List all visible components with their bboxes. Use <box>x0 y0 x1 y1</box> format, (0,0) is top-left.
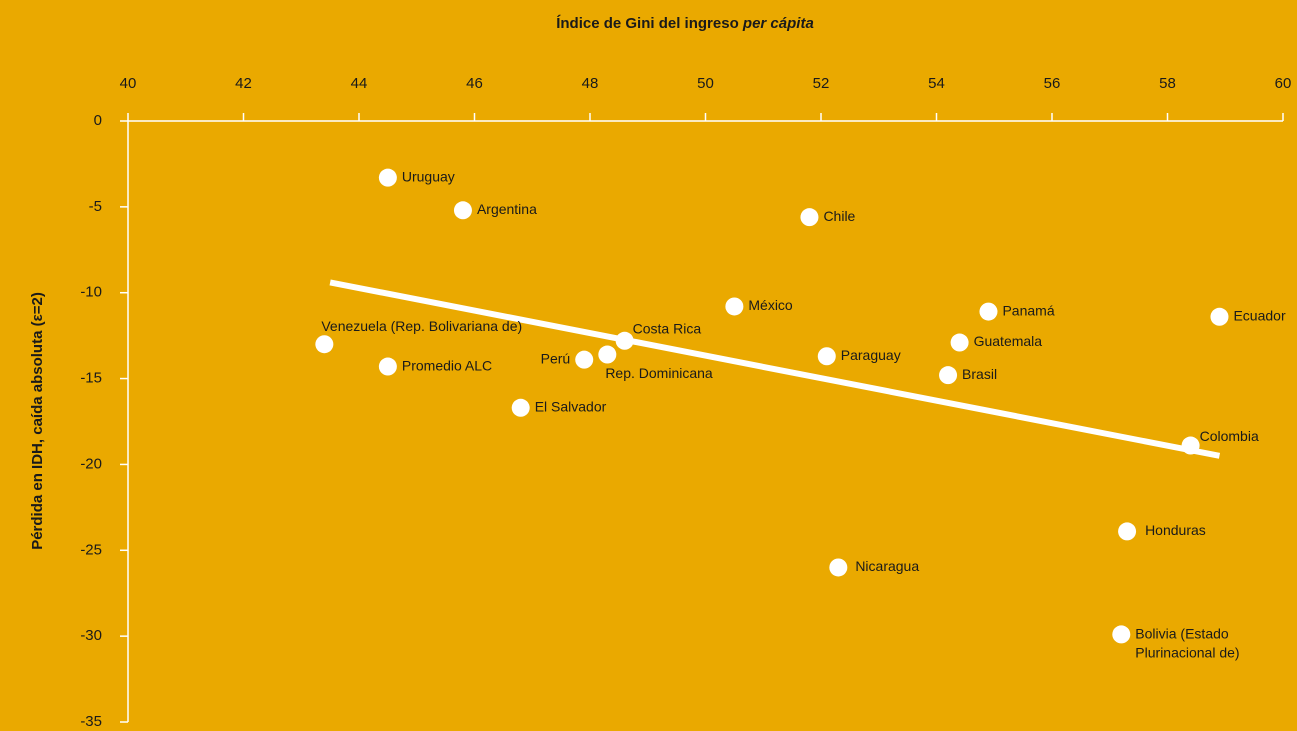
point <box>1181 436 1200 455</box>
point <box>315 335 334 354</box>
point <box>511 398 530 417</box>
point-label: Promedio ALC <box>402 357 492 373</box>
point <box>950 333 969 352</box>
y-axis-title: Pérdida en IDH, caída absoluta (ε=2) <box>29 292 46 550</box>
point-label: Argentina <box>477 201 537 217</box>
x-tick-label: 40 <box>120 75 137 92</box>
point <box>725 297 744 316</box>
point <box>575 350 594 369</box>
point-label: México <box>748 297 793 313</box>
y-tick-label: 0 <box>94 112 102 129</box>
point-label: El Salvador <box>535 398 607 414</box>
x-tick-label: 50 <box>697 75 714 92</box>
point <box>829 558 848 577</box>
x-tick-label: 46 <box>466 75 483 92</box>
point-label: Rep. Dominicana <box>605 365 713 381</box>
x-tick-label: 60 <box>1275 75 1292 92</box>
point <box>1210 307 1229 326</box>
y-tick-label: -25 <box>80 541 102 558</box>
point <box>598 345 617 364</box>
point-label-line: Bolivia (Estado <box>1135 625 1229 641</box>
point-label: Nicaragua <box>855 558 919 574</box>
x-tick-label: 58 <box>1159 75 1176 92</box>
point-label: Colombia <box>1200 428 1259 444</box>
point <box>378 168 397 187</box>
x-axis-title: Índice de Gini del ingreso per cápita <box>556 15 814 32</box>
point-label: Bolivia (Estado Plurinacional de) <box>1135 625 1239 660</box>
x-tick-label: 56 <box>1044 75 1061 92</box>
x-tick-label: 54 <box>928 75 945 92</box>
point-label: Brasil <box>962 366 997 382</box>
trend-line <box>329 279 1221 459</box>
point <box>1112 625 1131 644</box>
point <box>453 201 472 220</box>
point-label: Chile <box>823 208 855 224</box>
point-label: Uruguay <box>402 168 455 184</box>
point <box>979 302 998 321</box>
point-label: Honduras <box>1145 522 1206 538</box>
point <box>615 331 634 350</box>
x-tick-label: 44 <box>351 75 368 92</box>
point-label: Costa Rica <box>633 320 702 336</box>
point-label: Venezuela (Rep. Bolivariana de) <box>321 318 522 334</box>
point-label: Guatemala <box>974 333 1043 349</box>
point-label: Ecuador <box>1233 307 1285 323</box>
y-tick-label: -30 <box>80 627 102 644</box>
x-tick-label: 52 <box>813 75 830 92</box>
x-axis-title-italic: per cápita <box>742 15 814 32</box>
y-tick-label: -35 <box>80 713 102 730</box>
x-tick-label: 42 <box>235 75 252 92</box>
point-label: Perú <box>541 350 571 366</box>
x-tick-label: 48 <box>582 75 599 92</box>
point <box>817 347 836 366</box>
point <box>378 357 397 376</box>
point-label: Panamá <box>1002 302 1054 318</box>
point <box>800 208 819 227</box>
point <box>939 366 958 385</box>
x-axis-title-text: Índice de Gini del ingreso <box>556 15 739 32</box>
y-tick-label: -10 <box>80 284 102 301</box>
point <box>1118 522 1137 541</box>
point-label-line: Plurinacional de) <box>1135 644 1239 660</box>
y-tick-label: -15 <box>80 370 102 387</box>
y-tick-label: -5 <box>89 198 102 215</box>
y-tick-label: -20 <box>80 455 102 472</box>
point-label: Paraguay <box>841 347 901 363</box>
